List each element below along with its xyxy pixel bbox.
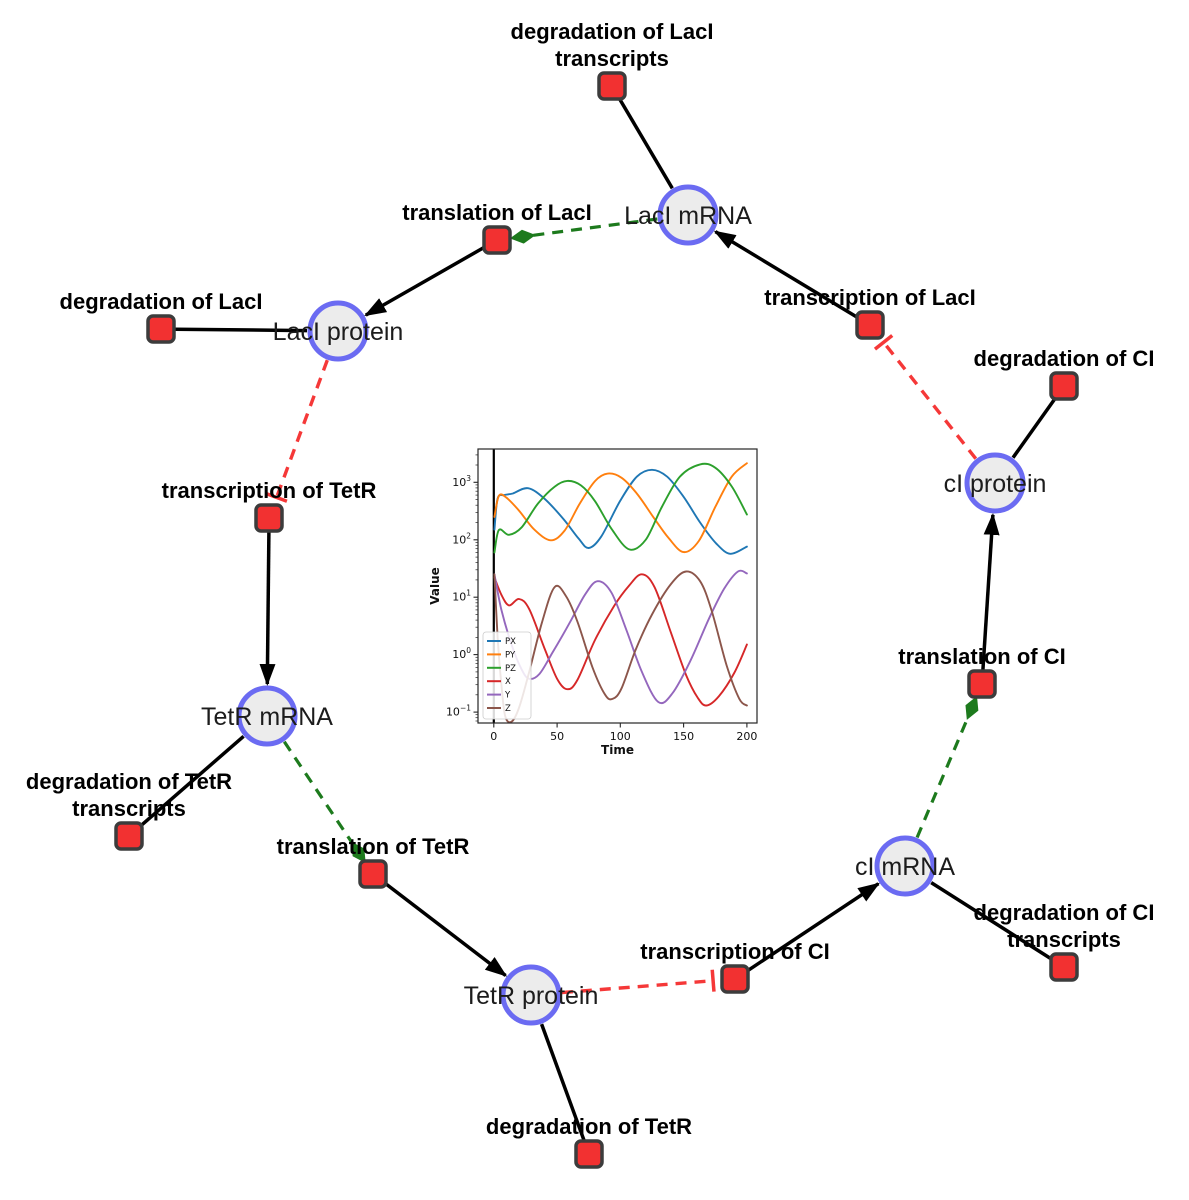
reaction-label-degradation-ci-line0: degradation of CI <box>974 346 1155 371</box>
edge-inhibitor-tetr-protein-to-transcription-ci[interactable] <box>561 969 716 995</box>
reaction-node-transcription-ci[interactable] <box>720 964 750 994</box>
legend-label-PY: PY <box>505 650 516 660</box>
species-node-ci-protein[interactable] <box>964 452 1026 514</box>
reaction-label-degradation-tetr-transcripts-line0: degradation of TetR <box>26 769 232 794</box>
y-tick-label: 102 <box>452 531 471 546</box>
species-label-laci-mrna: LacI mRNA <box>624 202 752 230</box>
edge-product-transcription-laci-to-laci-mrna[interactable] <box>713 230 859 320</box>
reaction-label-translation-tetr-line0: translation of TetR <box>277 834 470 859</box>
species-node-tetr-mrna[interactable] <box>236 685 298 747</box>
reaction-node-degradation-tetr[interactable] <box>574 1139 604 1169</box>
y-tick-label: 103 <box>452 474 471 489</box>
reaction-node-translation-tetr[interactable] <box>358 859 388 889</box>
edge-modifier-laci-mrna-to-translation-laci[interactable] <box>509 217 658 244</box>
legend-label-PX: PX <box>505 637 516 647</box>
reaction-node-degradation-ci[interactable] <box>1049 371 1079 401</box>
species-label-ci-mrna: cI mRNA <box>855 853 955 881</box>
x-tick-label: 150 <box>673 730 694 743</box>
reaction-node-transcription-laci[interactable] <box>855 310 885 340</box>
species-node-laci-mrna[interactable] <box>657 184 719 246</box>
edge-reactant-tetr-protein-to-degradation-tetr[interactable] <box>539 1023 586 1142</box>
reaction-node-translation-laci[interactable] <box>482 225 512 255</box>
species-node-laci-protein[interactable] <box>307 300 369 362</box>
reaction-label-transcription-tetr-line0: transcription of TetR <box>162 478 377 503</box>
reaction-label-degradation-laci-transcripts-line0: degradation of LacI <box>511 19 714 44</box>
species-label-tetr-mrna: TetR mRNA <box>201 703 333 731</box>
species-node-ci-mrna[interactable] <box>874 835 936 897</box>
y-tick-label: 10−1 <box>446 704 471 719</box>
edge-product-transcription-tetr-to-tetr-mrna[interactable] <box>259 531 276 686</box>
reaction-label-transcription-laci-line0: transcription of LacI <box>764 285 975 310</box>
reaction-node-transcription-tetr[interactable] <box>254 503 284 533</box>
timeseries-chart: 10−1 100 101 102 103 0 50 100 150 200 Time Value PX P… <box>430 448 758 757</box>
reaction-node-degradation-laci-transcripts[interactable] <box>597 71 627 101</box>
edge-inhibitor-laci-protein-to-transcription-tetr[interactable] <box>265 359 329 503</box>
reaction-label-degradation-ci-transcripts-line1: transcripts <box>1007 927 1121 952</box>
series-line-PZ <box>493 462 748 554</box>
reaction-label-transcription-ci-line0: transcription of CI <box>640 939 829 964</box>
reaction-label-translation-laci-line0: translation of LacI <box>402 200 591 225</box>
species-label-tetr-protein: TetR protein <box>464 982 599 1010</box>
x-tick-label: 200 <box>736 730 757 743</box>
reaction-label-translation-ci-line0: translation of CI <box>898 644 1065 669</box>
y-axis-label: Value <box>430 567 442 605</box>
nodes-layer <box>114 71 1079 1169</box>
reaction-node-translation-ci[interactable] <box>967 669 997 699</box>
edge-modifier-tetr-mrna-to-translation-tetr[interactable] <box>282 740 366 864</box>
edge-reactant-ci-mrna-to-degradation-ci-transcripts[interactable] <box>930 881 1054 961</box>
species-label-laci-protein: LacI protein <box>273 318 404 346</box>
y-tick-label: 101 <box>452 589 471 604</box>
legend-label-PZ: PZ <box>505 664 516 674</box>
x-axis-label: Time <box>601 743 634 757</box>
edge-modifier-ci-mrna-to-translation-ci[interactable] <box>915 695 979 839</box>
edge-product-translation-tetr-to-tetr-protein[interactable] <box>383 881 508 977</box>
edge-inhibitor-ci-protein-to-transcription-laci[interactable] <box>873 334 978 460</box>
legend-label-Y: Y <box>504 691 511 701</box>
legend-label-Z: Z <box>505 704 511 714</box>
x-tick-label: 100 <box>610 730 631 743</box>
reaction-node-degradation-ci-transcripts[interactable] <box>1049 952 1079 982</box>
reaction-label-degradation-tetr-transcripts-line1: transcripts <box>72 796 186 821</box>
labels-layer: LacI mRNA LacI protein TetR mRNA TetR prote… <box>26 19 1155 1139</box>
edge-product-translation-ci-to-ci-protein[interactable] <box>981 512 1000 671</box>
edge-reactant-ci-protein-to-degradation-ci[interactable] <box>1011 396 1058 459</box>
reaction-label-degradation-tetr-line0: degradation of TetR <box>486 1114 692 1139</box>
y-tick-label: 100 <box>452 646 471 661</box>
edge-product-translation-laci-to-laci-protein[interactable] <box>364 245 486 317</box>
x-tick-label: 50 <box>550 730 564 743</box>
reaction-label-degradation-laci-transcripts-line1: transcripts <box>555 46 669 71</box>
edge-product-transcription-ci-to-ci-mrna[interactable] <box>745 882 881 973</box>
edges-layer <box>138 97 1058 1142</box>
series-line-X <box>493 573 748 707</box>
species-label-ci-protein: cI protein <box>944 470 1047 498</box>
species-node-tetr-protein[interactable] <box>500 964 562 1026</box>
edge-reactant-laci-mrna-to-degradation-laci-transcripts[interactable] <box>617 97 674 190</box>
reaction-node-degradation-tetr-transcripts[interactable] <box>114 821 144 851</box>
series-line-PX <box>493 468 748 555</box>
reaction-node-degradation-laci[interactable] <box>146 314 176 344</box>
series-line-PY <box>493 462 748 554</box>
legend-label-X: X <box>505 677 511 687</box>
edge-reactant-tetr-mrna-to-degradation-tetr-transcripts[interactable] <box>138 734 245 829</box>
reaction-label-degradation-laci-line0: degradation of LacI <box>60 289 263 314</box>
series-line-Z <box>493 570 748 723</box>
x-tick-label: 0 <box>490 730 497 743</box>
plot-frame <box>477 448 758 724</box>
edge-reactant-laci-protein-to-degradation-laci[interactable] <box>174 327 308 333</box>
reaction-label-degradation-ci-transcripts-line0: degradation of CI <box>974 900 1155 925</box>
